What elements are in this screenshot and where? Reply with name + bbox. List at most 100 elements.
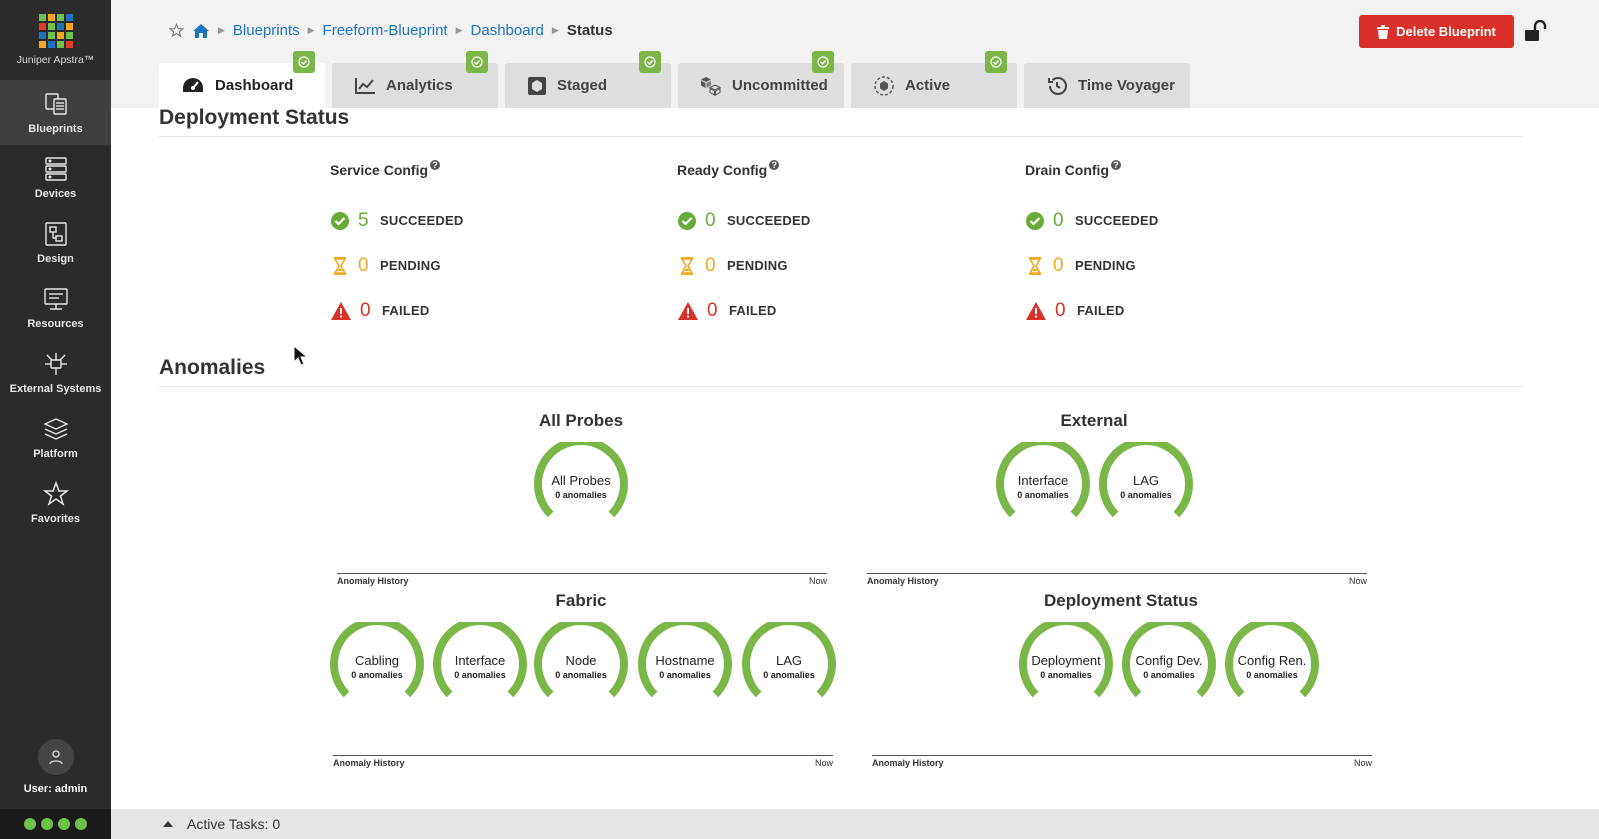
gauge-label: LAG — [1132, 473, 1159, 488]
pending-label: PENDING — [727, 258, 788, 273]
design-icon — [44, 222, 67, 246]
success-check-icon — [1026, 211, 1044, 230]
succeeded-count: 5 — [358, 209, 369, 231]
gauge-config-deviation[interactable]: Config Dev. 0 anomalies — [1121, 622, 1217, 702]
breadcrumb-dashboard[interactable]: Dashboard — [470, 22, 544, 39]
gauge-anomaly-count: 0 anomalies — [351, 670, 403, 680]
sidebar-item-external-systems[interactable]: External Systems — [0, 340, 111, 405]
succeeded-row[interactable]: 5 SUCCEEDED — [330, 198, 630, 243]
sidebar-item-platform[interactable]: Platform — [0, 405, 111, 470]
tab-label: Dashboard — [215, 77, 294, 94]
check-icon — [466, 51, 488, 73]
warning-icon — [1026, 301, 1046, 320]
failed-label: FAILED — [1077, 303, 1125, 318]
check-icon — [812, 51, 834, 73]
active-icon — [874, 75, 894, 96]
hourglass-icon — [333, 256, 347, 275]
failed-row[interactable]: 0 FAILED — [677, 288, 977, 333]
succeeded-row[interactable]: 0 SUCCEEDED — [1025, 198, 1325, 243]
sidebar-item-resources[interactable]: Resources — [0, 275, 111, 340]
gauge-label: Deployment — [1031, 653, 1101, 668]
anomaly-history-timeline[interactable]: Anomaly History Now — [337, 573, 827, 587]
blueprint-tabs: Dashboard Analytics Staged Uncommitted A… — [159, 51, 1190, 108]
drain-config-column: Drain Config? 0 SUCCEEDED 0 PENDING 0 FA… — [1025, 160, 1325, 333]
gauge-all-probes[interactable]: All Probes 0 anomalies — [533, 442, 629, 522]
gauge-external-lag[interactable]: LAG 0 anomalies — [1098, 442, 1194, 522]
anomaly-history-timeline[interactable]: Anomaly History Now — [333, 755, 833, 769]
tab-dashboard[interactable]: Dashboard — [159, 51, 325, 108]
app-name: Juniper Apstra™ — [16, 54, 95, 66]
app-logo[interactable]: Juniper Apstra™ — [0, 0, 111, 80]
star-outline-icon[interactable] — [169, 23, 184, 38]
tab-uncommitted[interactable]: Uncommitted — [678, 51, 844, 108]
tab-staged[interactable]: Staged — [505, 51, 671, 108]
sidebar-item-devices[interactable]: Devices — [0, 145, 111, 210]
pending-count: 0 — [1053, 254, 1064, 276]
history-now-label: Now — [1348, 576, 1367, 586]
sidebar-item-label: Favorites — [31, 513, 80, 525]
tab-time-voyager[interactable]: Time Voyager — [1024, 63, 1190, 108]
gauge-label: Interface — [1017, 473, 1069, 488]
ready-config-column: Ready Config? 0 SUCCEEDED 0 PENDING 0 FA… — [677, 160, 977, 333]
breadcrumb-blueprints[interactable]: Blueprints — [232, 22, 300, 39]
sidebar-item-label: Resources — [27, 318, 84, 330]
active-tasks-bar[interactable]: Active Tasks: 0 — [111, 809, 1599, 839]
gauge-deployment[interactable]: Deployment 0 anomalies — [1018, 622, 1114, 702]
history-label: Anomaly History — [872, 758, 944, 768]
sidebar-item-design[interactable]: Design — [0, 210, 111, 275]
pending-row[interactable]: 0 PENDING — [677, 243, 977, 288]
succeeded-label: SUCCEEDED — [727, 213, 811, 228]
succeeded-count: 0 — [705, 209, 716, 231]
history-label: Anomaly History — [333, 758, 405, 768]
divider — [159, 386, 1523, 387]
succeeded-count: 0 — [1053, 209, 1064, 231]
gauge-fabric-node[interactable]: Node 0 anomalies — [533, 622, 629, 702]
failed-row[interactable]: 0 FAILED — [1025, 288, 1325, 333]
gauge-label: Node — [565, 653, 597, 668]
check-icon — [639, 51, 661, 73]
gauge-label: Cabling — [354, 653, 400, 668]
succeeded-row[interactable]: 0 SUCCEEDED — [677, 198, 977, 243]
breadcrumb-blueprint[interactable]: Freeform-Blueprint — [322, 22, 448, 39]
chart-line-icon — [355, 77, 375, 94]
anomaly-history-timeline[interactable]: Anomaly History Now — [872, 755, 1372, 769]
home-icon[interactable] — [192, 23, 210, 39]
deployment-status-title: Deployment Status — [159, 106, 350, 129]
sidebar-item-blueprints[interactable]: Blueprints — [0, 80, 111, 145]
tab-label: Active — [905, 77, 951, 94]
system-status-indicator[interactable] — [0, 809, 111, 839]
anomaly-history-timeline[interactable]: Anomaly History Now — [867, 573, 1367, 587]
gauge-anomaly-count: 0 anomalies — [659, 670, 711, 680]
help-icon[interactable]: ? — [1111, 160, 1121, 170]
gauge-external-interface[interactable]: Interface 0 anomalies — [995, 442, 1091, 522]
gauge-fabric-cabling[interactable]: Cabling 0 anomalies — [329, 622, 425, 702]
config-title: Ready Config? — [677, 160, 977, 178]
check-icon — [985, 51, 1007, 73]
tab-active[interactable]: Active — [851, 51, 1017, 108]
hourglass-icon — [1028, 256, 1042, 275]
uncommitted-icon — [701, 76, 722, 96]
pending-row[interactable]: 0 PENDING — [1025, 243, 1325, 288]
gauge-fabric-hostname[interactable]: Hostname 0 anomalies — [637, 622, 733, 702]
unlock-icon[interactable] — [1524, 19, 1548, 47]
sidebar-item-favorites[interactable]: Favorites — [0, 470, 111, 535]
pending-row[interactable]: 0 PENDING — [330, 243, 630, 288]
failed-row[interactable]: 0 FAILED — [330, 288, 630, 333]
gauge-anomaly-count: 0 anomalies — [1040, 670, 1092, 680]
user-menu[interactable]: User: admin — [0, 739, 111, 795]
tab-label: Uncommitted — [732, 77, 828, 94]
breadcrumb-current: Status — [566, 22, 613, 39]
help-icon[interactable]: ? — [430, 160, 441, 170]
help-icon[interactable]: ? — [769, 160, 780, 170]
failed-count: 0 — [707, 299, 718, 321]
trash-icon — [1377, 24, 1390, 39]
gauge-config-render[interactable]: Config Ren. 0 anomalies — [1224, 622, 1320, 702]
staged-icon — [528, 76, 546, 95]
gauge-fabric-lag[interactable]: LAG 0 anomalies — [741, 622, 837, 702]
history-label: Anomaly History — [337, 576, 409, 586]
caret-up-icon — [163, 821, 173, 827]
tab-analytics[interactable]: Analytics — [332, 51, 498, 108]
delete-blueprint-button[interactable]: Delete Blueprint — [1359, 15, 1514, 48]
history-label: Anomaly History — [867, 576, 939, 586]
gauge-fabric-interface[interactable]: Interface 0 anomalies — [432, 622, 528, 702]
